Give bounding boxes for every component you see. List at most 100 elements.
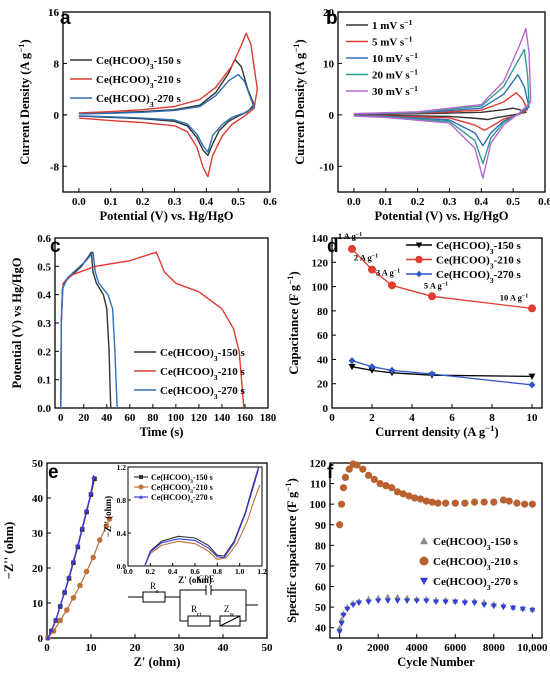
data-point-f-3 xyxy=(375,598,382,605)
inset-y-axis-label: −Z'' (ohm) xyxy=(103,496,113,537)
annotation-d-2: 2 A g−1 xyxy=(354,253,378,263)
data-point-f-2 xyxy=(451,499,459,507)
x-tick-label-a: 0.5 xyxy=(231,196,245,208)
y-tick-label-b: 20 xyxy=(323,7,335,19)
data-point-d-3 xyxy=(348,357,356,365)
y-axis-label-b: Current Density (A g−1) xyxy=(291,39,307,164)
data-point-f-2 xyxy=(336,521,344,529)
inset-x-tick-label: 0.0 xyxy=(123,567,133,576)
y-tick-label-d: 80 xyxy=(317,306,329,318)
data-point-f-3 xyxy=(384,598,391,605)
inset-legend-entry-1-part: -150 s xyxy=(193,473,213,482)
inset-legend-entry-3-part: Ce(HCOO) xyxy=(151,493,190,502)
data-point-e-3 xyxy=(45,635,51,640)
data-point-f-2 xyxy=(490,498,498,506)
legend-entry-b-5-part: −1 xyxy=(410,84,418,93)
inset-series-line-3 xyxy=(144,468,260,567)
x-tick-label-f: 4000 xyxy=(406,642,429,654)
y-tick-label-c: 0.6 xyxy=(37,233,51,245)
legend-entry-c-2-part: -210 s xyxy=(218,366,246,378)
data-point-e-3 xyxy=(71,558,76,563)
data-point-e-3 xyxy=(49,628,54,633)
label-rs: Rs xyxy=(150,581,159,595)
x-tick-label-f: 10,000 xyxy=(517,642,548,654)
legend-entry-a-1-part: Ce(HCOO) xyxy=(96,55,150,67)
data-point-f-3 xyxy=(413,598,420,605)
legend-entry-c-2-part: 3 xyxy=(214,373,218,382)
x-axis-label-c: Time (s) xyxy=(140,425,184,439)
legend-entry-b-2-part: −1 xyxy=(404,34,412,43)
y-tick-label-a: -8 xyxy=(50,161,60,173)
legend-entry-f-3-part: Ce(HCOO) xyxy=(433,576,487,588)
y-tick-label-f: 110 xyxy=(310,479,326,491)
y-tick-label-d: 40 xyxy=(317,354,329,366)
legend-entry-d-2-part: Ce(HCOO) xyxy=(436,255,490,267)
inset-legend-marker-2 xyxy=(138,484,144,490)
y-tick-label-e: 0 xyxy=(38,633,44,645)
data-point-f-2 xyxy=(353,461,361,469)
annotation-d-2-part: 2 A g xyxy=(354,253,373,263)
legend-entry-a-3-part: Ce(HCOO) xyxy=(96,93,150,105)
data-point-f-2 xyxy=(521,500,529,508)
y-tick-label-d: 0 xyxy=(323,403,329,415)
y-tick-label-f: 120 xyxy=(310,458,327,470)
legend-entry-a-1-part: -150 s xyxy=(154,55,182,67)
annotation-d-5-part: 10 A g xyxy=(500,292,523,302)
data-point-f-3 xyxy=(471,600,478,607)
inset-legend-marker-3 xyxy=(139,495,143,499)
panel-label-d: d xyxy=(327,236,339,257)
x-axis-label-a: Potential (V) vs. Hg/HgO xyxy=(99,209,233,223)
legend-entry-a-2-part: Ce(HCOO) xyxy=(96,74,150,86)
legend-entry-d-1: Ce(HCOO)3-150 s xyxy=(436,240,522,256)
x-tick-label-b: 0.2 xyxy=(411,196,425,208)
y-axis-label-c-part: Potential (V) vs Hg/HgO xyxy=(10,257,24,388)
x-tick-label-b: 0.3 xyxy=(443,196,457,208)
data-point-e-2 xyxy=(97,537,103,543)
y-axis-label-c: Potential (V) vs Hg/HgO xyxy=(10,257,24,388)
label-zw: Zw xyxy=(224,604,235,618)
y-tick-label-c: 0.5 xyxy=(37,261,51,273)
data-point-f-2 xyxy=(370,475,378,484)
panel-label-c: c xyxy=(50,236,61,257)
data-point-f-2 xyxy=(513,499,521,507)
y-axis-label-f-part: −1 xyxy=(283,482,293,491)
x-axis-label-f: Cycle Number xyxy=(397,655,475,669)
legend-marker-d-1 xyxy=(415,242,423,249)
y-tick-label-f: 80 xyxy=(315,540,327,552)
legend-entry-a-2-part: 3 xyxy=(150,81,154,90)
y-tick-label-e: 30 xyxy=(32,528,44,540)
legend-entry-d-2: Ce(HCOO)3-210 s xyxy=(436,255,522,271)
inset-legend-entry-1: Ce(HCOO)3-150 s xyxy=(151,473,213,485)
legend-entry-b-5: 30 mV s−1 xyxy=(372,84,418,99)
annotation-d-4-part: 5 A g xyxy=(424,280,443,290)
legend-entry-a-3: Ce(HCOO)3-270 s xyxy=(96,93,182,109)
legend-entry-c-1-part: -150 s xyxy=(218,347,246,359)
legend-entry-c-1: Ce(HCOO)3-150 s xyxy=(160,347,246,363)
x-tick-label-f: 0 xyxy=(337,642,343,654)
inset-x-tick-label: 1.2 xyxy=(257,567,267,576)
x-axis-label-d-part: −1 xyxy=(485,423,494,433)
annotation-d-5: 10 A g−1 xyxy=(500,292,529,302)
x-tick-label-a: 0.1 xyxy=(104,196,118,208)
legend-marker-f-1 xyxy=(420,537,428,545)
data-point-d-2 xyxy=(388,281,396,290)
data-point-e-3 xyxy=(57,603,63,608)
panel-c: 0 20 40 60 80 100 120 140 160 180 0.0 0.1 0.2 0.3 0.4 0… xyxy=(10,233,277,439)
data-point-f-3 xyxy=(423,598,430,605)
legend-entry-c-3-part: Ce(HCOO) xyxy=(160,385,214,397)
resistor-rct xyxy=(187,615,211,627)
legend-entry-c-1-part: 3 xyxy=(214,354,218,363)
data-point-d-2 xyxy=(348,244,356,253)
y-axis-label-a: Current Density (A g−1) xyxy=(16,39,32,164)
y-tick-label-c: 0.3 xyxy=(37,318,51,330)
x-tick-label-c: 40 xyxy=(101,412,113,424)
inset-y-tick-label: 1.2 xyxy=(117,463,127,472)
series-line-b-4 xyxy=(353,48,530,165)
inset-y-tick-label: 0.0 xyxy=(117,562,127,571)
data-point-f-3 xyxy=(403,598,411,605)
inset-legend-entry-3: Ce(HCOO)3-270 s xyxy=(151,493,213,505)
x-tick-label-d: 6 xyxy=(449,412,455,424)
data-point-e-3 xyxy=(84,507,89,513)
data-point-f-2 xyxy=(461,499,469,507)
inset-legend-entry-1-part: 3 xyxy=(190,479,193,485)
